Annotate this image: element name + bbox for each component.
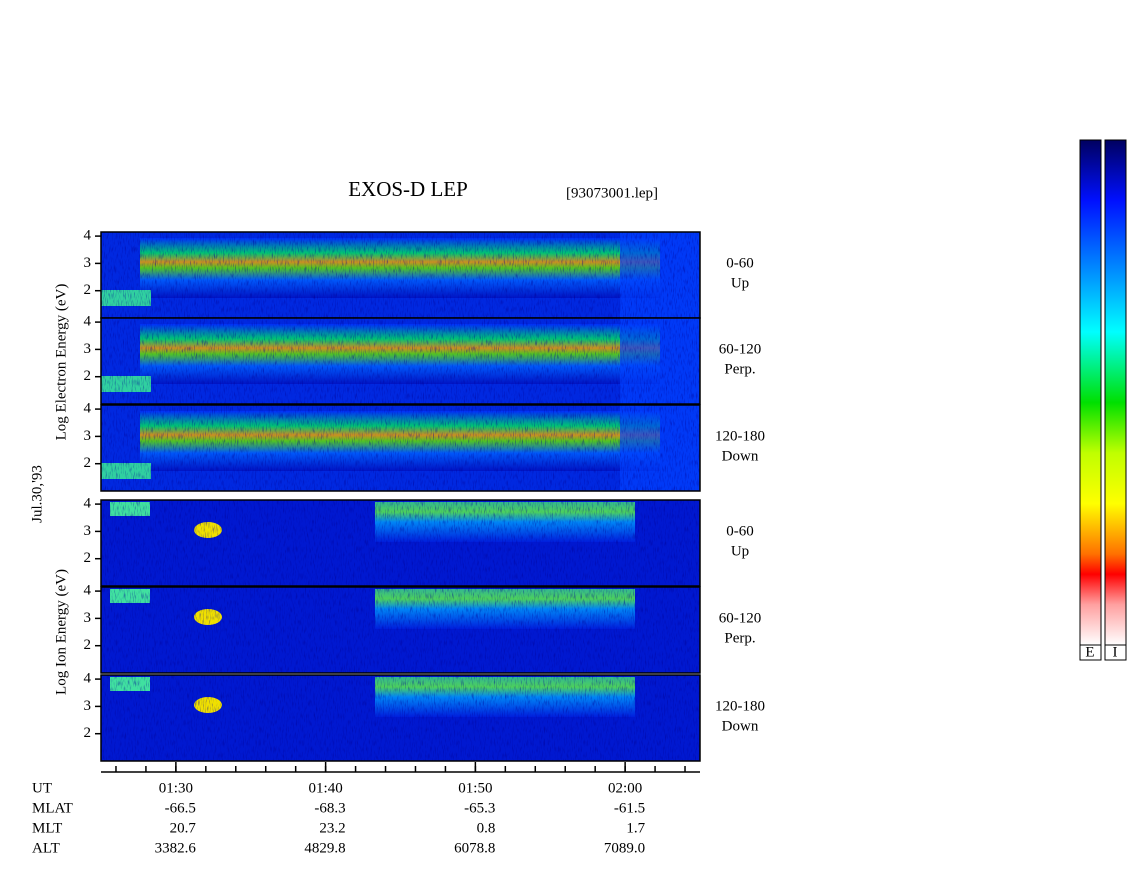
y-tick-label: 3 (84, 610, 92, 626)
panel-direction: Down (722, 448, 759, 464)
row-value: 7089.0 (604, 840, 645, 856)
row-value: 0.8 (477, 820, 496, 836)
y-tick-label: 3 (84, 698, 92, 714)
row-value: 6078.8 (454, 840, 495, 856)
spectrogram-noise (101, 318, 700, 404)
row-label: UT (32, 780, 52, 796)
panel-direction: Up (731, 543, 749, 559)
row-value: -61.5 (614, 800, 645, 816)
spectrogram-noise (101, 587, 700, 673)
y-tick-label: 4 (84, 496, 92, 512)
panel-angle: 60-120 (719, 341, 762, 357)
y-tick-label: 4 (84, 228, 92, 244)
x-tick-label: 02:00 (608, 780, 642, 796)
spectrogram-noise (101, 500, 700, 586)
panel-angle: 0-60 (726, 255, 754, 271)
row-label: MLAT (32, 800, 73, 816)
panel-frame (100, 586, 701, 674)
panel-frame (100, 499, 701, 587)
panel-direction: Down (722, 718, 759, 734)
row-value: -66.5 (165, 800, 196, 816)
row-value: 3382.6 (155, 840, 197, 856)
y-tick-label: 2 (84, 637, 92, 653)
colorbar (1104, 139, 1127, 646)
spectrogram-noise (101, 405, 700, 491)
y-tick-label: 3 (84, 428, 92, 444)
panel-angle: 0-60 (726, 523, 754, 539)
chart-title: EXOS-D LEP (348, 177, 468, 201)
panel-direction: Perp. (724, 361, 755, 377)
colorbar (1079, 139, 1102, 646)
y-tick-label: 2 (84, 282, 92, 298)
row-value: 1.7 (626, 820, 645, 836)
panel-direction: Up (731, 275, 749, 291)
x-tick-label: 01:40 (309, 780, 343, 796)
file-name: [93073001.lep] (566, 185, 658, 201)
colorbar-label: E (1085, 644, 1094, 660)
x-tick-label: 01:50 (458, 780, 492, 796)
y-tick-label: 4 (84, 401, 92, 417)
row-label: MLT (32, 820, 62, 836)
panel-angle: 120-180 (715, 698, 765, 714)
spectrogram-noise (101, 232, 700, 318)
row-value: 4829.8 (304, 840, 345, 856)
y-tick-label: 3 (84, 523, 92, 539)
y-tick-label: 2 (84, 368, 92, 384)
panel-direction: Perp. (724, 630, 755, 646)
colorbar-box (1104, 644, 1127, 661)
y-tick-label: 2 (84, 550, 92, 566)
row-value: 20.7 (170, 820, 197, 836)
spectrogram-noise (101, 675, 700, 761)
y-tick-label: 4 (84, 583, 92, 599)
panel-frame (100, 404, 701, 492)
row-value: -68.3 (314, 800, 345, 816)
colorbar-label: I (1113, 644, 1118, 660)
panel-frame (100, 317, 701, 405)
x-tick-label: 01:30 (159, 780, 193, 796)
row-value: 23.2 (319, 820, 345, 836)
row-value: -65.3 (464, 800, 495, 816)
date-label: Jul.30,'93 (29, 465, 45, 523)
panel-angle: 60-120 (719, 610, 762, 626)
y-tick-label: 2 (84, 455, 92, 471)
panel-frame (100, 674, 701, 762)
row-label: ALT (32, 840, 60, 856)
y-axis-label: Log Electron Energy (eV) (53, 284, 69, 441)
y-tick-label: 3 (84, 341, 92, 357)
y-tick-label: 4 (84, 314, 92, 330)
panel-angle: 120-180 (715, 428, 765, 444)
y-tick-label: 4 (84, 671, 92, 687)
colorbar-box (1079, 644, 1102, 661)
y-axis-label: Log Ion Energy (eV) (53, 569, 69, 695)
y-tick-label: 3 (84, 255, 92, 271)
y-tick-label: 2 (84, 725, 92, 741)
